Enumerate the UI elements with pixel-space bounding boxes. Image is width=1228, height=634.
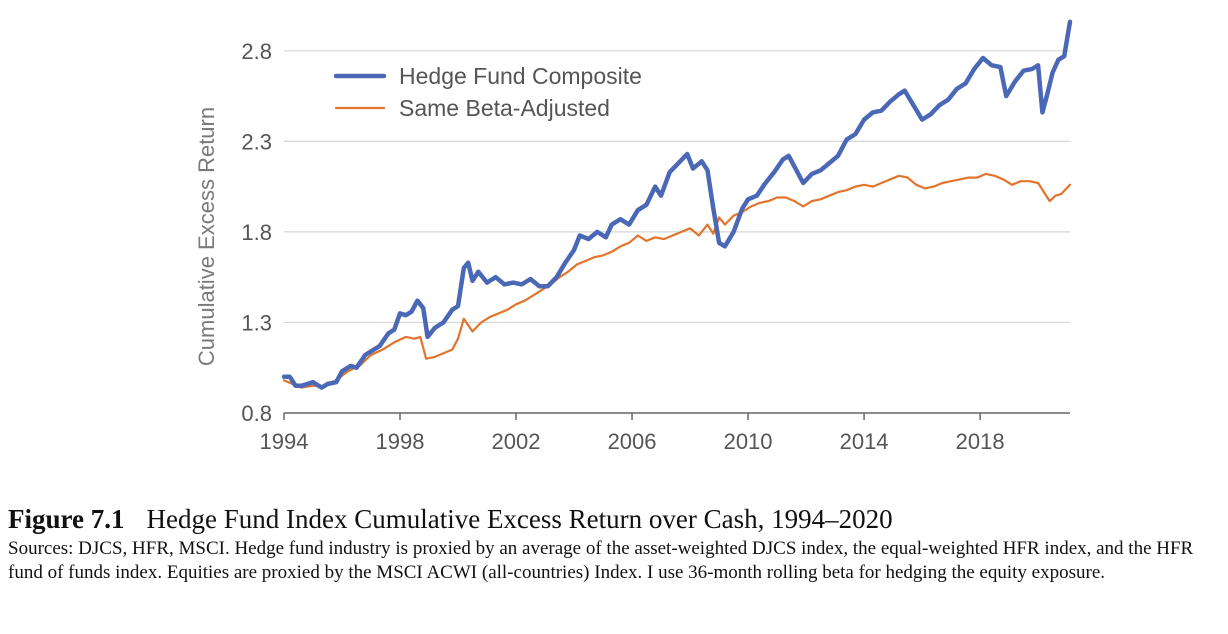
series-line-same-beta-adjusted (282, 172, 1072, 389)
chart-container: 0.8 1.3 1.8 2.3 2.8 1994 1998 2002 2006 2010 2014 2… (194, 19, 1073, 454)
gridlines (284, 50, 1070, 324)
y-tick-label: 2.8 (241, 39, 272, 64)
figure-caption: Figure 7.1 Hedge Fund Index Cumulative Ex… (8, 502, 1224, 585)
y-tick-label: 1.8 (241, 220, 272, 245)
figure-title: Hedge Fund Index Cumulative Excess Retur… (146, 504, 893, 534)
caption-body: Sources: DJCS, HFR, MSCI. Hedge fund ind… (8, 538, 1194, 583)
y-axis-title: Cumulative Excess Return (194, 107, 219, 366)
legend-label: Hedge Fund Composite (399, 63, 642, 89)
x-tick-label: 2002 (492, 429, 541, 454)
y-tick-label: 1.3 (241, 310, 272, 335)
caption-heading: Figure 7.1 Hedge Fund Index Cumulative Ex… (8, 502, 1224, 536)
x-tick-label: 1998 (376, 429, 425, 454)
legend: Hedge Fund Composite Same Beta-Adjusted (333, 63, 642, 121)
series-lines (281, 19, 1073, 390)
axes: 0.8 1.3 1.8 2.3 2.8 1994 1998 2002 2006 2010 2014 2… (194, 39, 1070, 454)
x-tick-label: 2006 (608, 429, 657, 454)
x-tick-label: 2010 (724, 429, 773, 454)
line-chart: 0.8 1.3 1.8 2.3 2.8 1994 1998 2002 2006 2010 2014 2… (194, 19, 1073, 454)
x-tick-label: 1994 (260, 429, 309, 454)
x-tick-label: 2018 (956, 429, 1005, 454)
y-tick-label: 0.8 (241, 401, 272, 426)
x-tick-label: 2014 (840, 429, 889, 454)
y-tick-label: 2.3 (241, 129, 272, 154)
legend-label: Same Beta-Adjusted (399, 95, 610, 121)
series-line-hedge-fund-composite (281, 19, 1073, 390)
figure-label: Figure 7.1 (8, 504, 125, 534)
